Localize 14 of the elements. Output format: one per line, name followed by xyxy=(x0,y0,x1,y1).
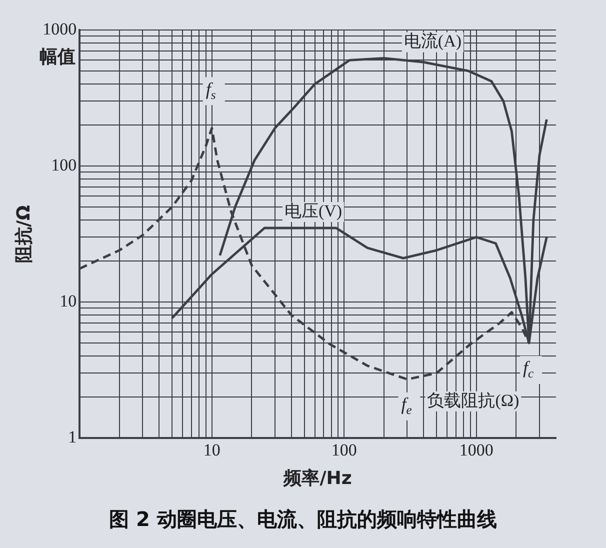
series-label: 电压(V) xyxy=(284,201,342,220)
y-tick-label: 100 xyxy=(51,155,77,174)
x-tick-label: 10 xyxy=(203,440,220,460)
x-tick-label: 1000 xyxy=(459,440,494,460)
text: 幅值 xyxy=(40,46,76,68)
x-tick-label: 100 xyxy=(331,440,357,460)
x-axis-title: 频率/Hz xyxy=(282,468,352,489)
text: 图 2 动圈电压、电流、阻抗的频响特性曲线 xyxy=(108,506,498,533)
series-label: 电流(A) xyxy=(404,32,462,51)
y-tick-label: 1 xyxy=(68,427,77,446)
y-axis-title: 阻抗/Ω xyxy=(13,205,34,263)
series-label: 负载阻抗(Ω) xyxy=(427,390,520,410)
y-tick-label: 10 xyxy=(60,291,77,310)
y-tick-label: 1000 xyxy=(42,19,77,38)
